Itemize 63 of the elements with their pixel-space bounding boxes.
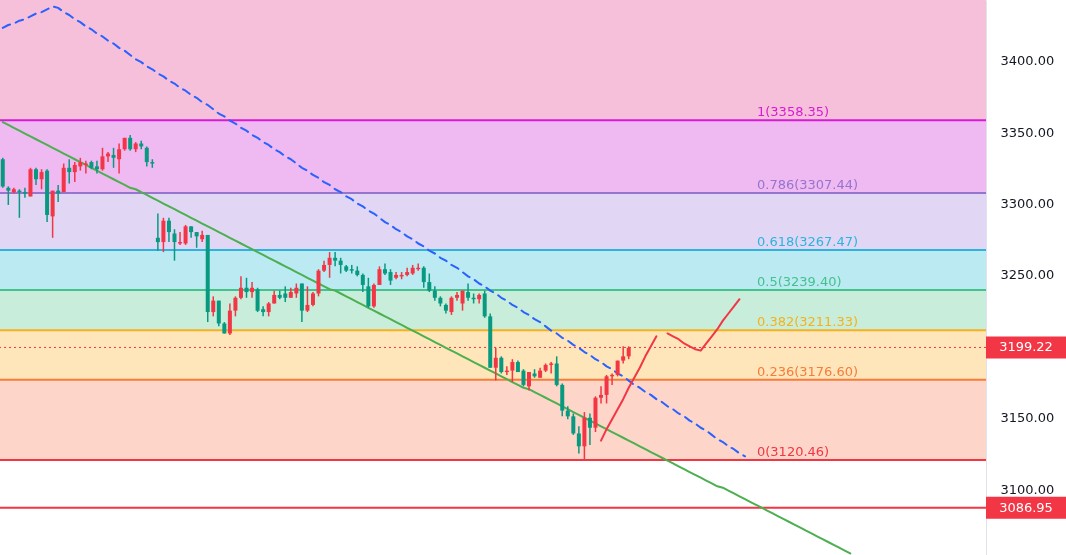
line-series (600, 335, 658, 442)
candlestick (549, 361, 554, 375)
candlestick (117, 142, 122, 175)
candlestick (166, 217, 171, 243)
y-tick-label: 3350.00 (1000, 124, 1055, 140)
candlestick (454, 291, 459, 302)
candlestick (144, 145, 149, 168)
candlestick (366, 277, 371, 309)
candlestick (466, 282, 471, 302)
candlestick (172, 228, 177, 262)
candlestick (39, 168, 44, 190)
ref-line-label: 3199.22 (999, 339, 1053, 355)
candlestick (6, 185, 11, 206)
ref-line-label: 0(3120.46) (757, 443, 830, 459)
candlestick (238, 275, 243, 300)
ref-line-label: 3086.95 (999, 499, 1053, 515)
candlestick (576, 425, 581, 455)
candlestick (371, 282, 376, 309)
ref-line-label: 1(3358.35) (757, 104, 830, 120)
ref-line-label: 0.382(3211.33) (757, 314, 859, 330)
candlestick (377, 265, 382, 286)
candlestick (244, 277, 249, 299)
candlestick (554, 355, 559, 388)
candlestick (449, 295, 454, 316)
ref-line-label: 0.618(3267.47) (757, 233, 859, 249)
candlestick (233, 295, 238, 318)
candlestick (22, 187, 27, 199)
y-tick-label: 3150.00 (1000, 410, 1055, 426)
candlestick (305, 285, 310, 313)
candlestick (111, 147, 116, 169)
candlestick (333, 251, 338, 268)
y-tick-label: 3250.00 (1000, 267, 1055, 283)
candlestick (604, 374, 609, 405)
ref-line-label: 0.5(3239.40) (757, 274, 842, 290)
y-tick-label: 3300.00 (1000, 196, 1055, 212)
candlestick (316, 268, 321, 298)
line-series (1, 5, 747, 458)
candlestick (216, 299, 221, 328)
candlestick (155, 212, 160, 252)
ref-line-label: 0.786(3307.44) (757, 176, 859, 192)
candlestick (427, 272, 432, 293)
candlestick (227, 302, 232, 336)
candlestick (587, 412, 592, 446)
candlestick (250, 281, 255, 299)
candlestick (599, 385, 604, 405)
candlestick (482, 289, 487, 319)
candlestick (360, 272, 365, 293)
ref-line-label: 0.236(3176.60) (757, 363, 859, 379)
candlestick (100, 147, 105, 172)
candlestick (67, 158, 72, 185)
y-tick-label: 3400.00 (1000, 53, 1055, 69)
candlestick (510, 358, 515, 383)
y-tick-label: 3100.00 (1000, 481, 1055, 497)
candlestick (421, 265, 426, 289)
candlestick (527, 371, 532, 392)
candlestick (327, 251, 332, 279)
candlestick (571, 412, 576, 436)
candlestick (211, 295, 216, 318)
candlestick (56, 184, 61, 203)
candlestick (183, 224, 188, 246)
candlestick (178, 231, 183, 246)
candlestick (161, 217, 166, 253)
candlestick (94, 159, 99, 175)
